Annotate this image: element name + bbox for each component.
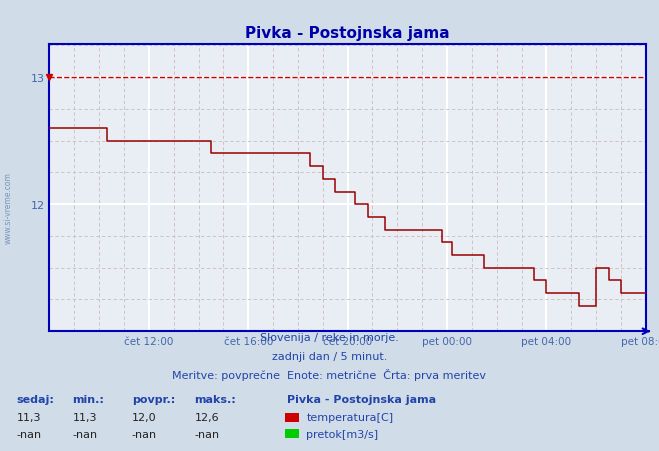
Text: Pivka - Postojnska jama: Pivka - Postojnska jama — [287, 394, 436, 404]
Text: -nan: -nan — [132, 428, 157, 438]
Text: maks.:: maks.: — [194, 394, 236, 404]
Text: www.si-vreme.com: www.si-vreme.com — [3, 171, 13, 244]
Text: -nan: -nan — [72, 428, 98, 438]
Text: temperatura[C]: temperatura[C] — [306, 412, 393, 422]
Text: -nan: -nan — [194, 428, 219, 438]
Text: 11,3: 11,3 — [16, 412, 41, 422]
Text: 12,6: 12,6 — [194, 412, 219, 422]
Title: Pivka - Postojnska jama: Pivka - Postojnska jama — [245, 26, 450, 41]
Text: Slovenija / reke in morje.: Slovenija / reke in morje. — [260, 332, 399, 342]
Text: zadnji dan / 5 minut.: zadnji dan / 5 minut. — [272, 351, 387, 361]
Text: 11,3: 11,3 — [72, 412, 97, 422]
Text: min.:: min.: — [72, 394, 104, 404]
Text: sedaj:: sedaj: — [16, 394, 54, 404]
Text: Meritve: povprečne  Enote: metrične  Črta: prva meritev: Meritve: povprečne Enote: metrične Črta:… — [173, 368, 486, 380]
Text: -nan: -nan — [16, 428, 42, 438]
Text: 12,0: 12,0 — [132, 412, 156, 422]
Text: povpr.:: povpr.: — [132, 394, 175, 404]
Text: pretok[m3/s]: pretok[m3/s] — [306, 428, 378, 438]
